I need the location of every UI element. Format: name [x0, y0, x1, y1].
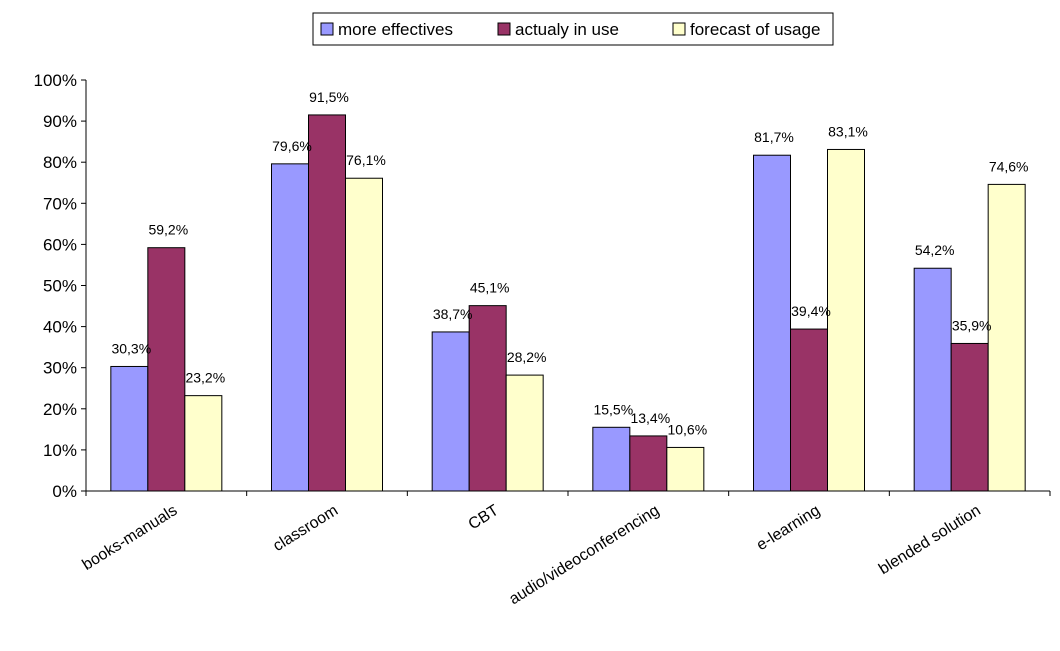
y-tick-label: 30% — [43, 359, 77, 378]
bars — [110, 114, 1026, 492]
data-label: 83,1% — [828, 123, 868, 139]
x-category-label: e-learning — [754, 502, 823, 554]
legend-swatch — [497, 22, 511, 36]
data-label: 91,5% — [309, 89, 349, 105]
data-label: 35,9% — [952, 317, 992, 333]
legend-label: actualy in use — [515, 20, 619, 39]
chart-axes: 0% 10% 20% 30% 40% 50% 60% 70% 80% 90% 100% books-m… — [34, 71, 1051, 608]
data-label: 28,2% — [507, 349, 547, 365]
bar — [790, 328, 828, 492]
bar — [827, 148, 865, 492]
bar — [913, 267, 952, 492]
data-label: 13,4% — [630, 410, 670, 426]
data-label: 30,3% — [111, 340, 151, 356]
y-tick-label: 20% — [43, 400, 77, 419]
data-label: 81,7% — [754, 129, 794, 145]
data-label: 74,6% — [989, 158, 1029, 174]
y-tick-label: 40% — [43, 318, 77, 337]
y-tick-label: 80% — [43, 153, 77, 172]
bar — [592, 426, 631, 492]
legend-swatch — [672, 22, 686, 36]
data-label: 59,2% — [148, 222, 188, 238]
bar — [629, 435, 668, 492]
x-category-label: blended solution — [876, 502, 984, 578]
bar — [987, 183, 1026, 492]
data-label: 79,6% — [272, 138, 312, 154]
bar — [271, 163, 309, 492]
bar — [431, 331, 470, 492]
data-label: 38,7% — [433, 306, 473, 322]
x-category-label: CBT — [466, 502, 502, 533]
bar — [753, 154, 791, 492]
y-tick-label: 0% — [52, 482, 77, 501]
legend: more effectives actualy in use forecast of… — [312, 12, 834, 46]
y-tick-label: 50% — [43, 277, 77, 296]
y-tick-label: 100% — [34, 71, 77, 90]
x-category-label: audio/videoconferencing — [506, 502, 662, 608]
data-label: 23,2% — [185, 370, 225, 386]
bar — [308, 114, 346, 492]
bar — [345, 177, 383, 492]
bar — [184, 395, 223, 492]
data-labels: 30,3% 59,2% 23,2% 79,6% 91,5% 76,1% 38,7% 45,1%… — [111, 89, 1028, 437]
legend-label: more effectives — [338, 20, 453, 39]
y-tick-label: 90% — [43, 112, 77, 131]
legend-box — [312, 12, 834, 46]
y-tick-label: 70% — [43, 194, 77, 213]
bar — [666, 446, 705, 492]
data-label: 15,5% — [593, 401, 633, 417]
bar — [147, 247, 186, 492]
bar — [110, 365, 149, 492]
bar — [505, 374, 544, 492]
data-label: 39,4% — [791, 303, 831, 319]
data-label: 54,2% — [915, 242, 955, 258]
data-label: 45,1% — [470, 280, 510, 296]
data-label: 76,1% — [346, 152, 386, 168]
y-tick-label: 10% — [43, 441, 77, 460]
x-category-label: classroom — [270, 502, 341, 555]
data-label: 10,6% — [667, 421, 707, 437]
legend-label: forecast of usage — [690, 20, 820, 39]
bar — [950, 342, 989, 492]
y-tick-label: 60% — [43, 235, 77, 254]
x-category-label: books-manuals — [79, 502, 180, 574]
bar — [468, 305, 507, 492]
legend-swatch — [320, 22, 334, 36]
